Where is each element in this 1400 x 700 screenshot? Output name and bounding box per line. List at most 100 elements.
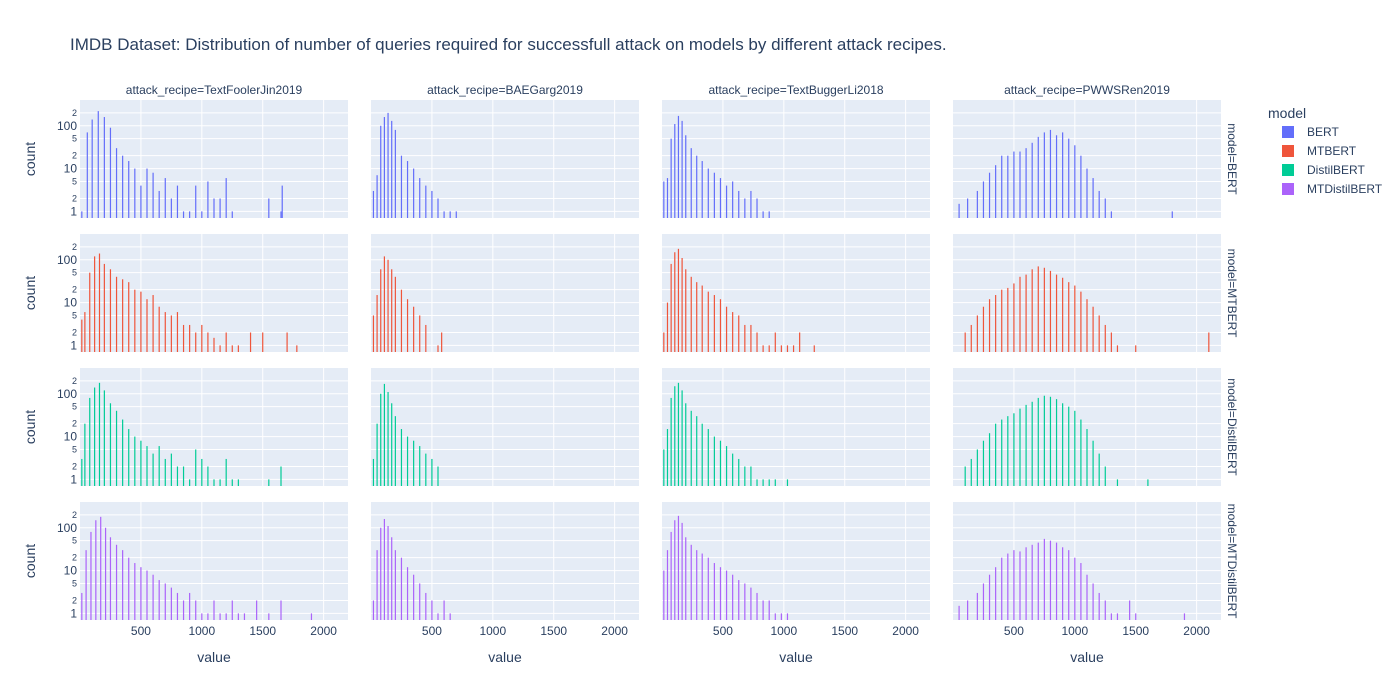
histogram-bar (1116, 345, 1119, 352)
histogram-bar (449, 613, 451, 620)
histogram-bar (189, 324, 191, 352)
histogram-bar (964, 466, 966, 486)
histogram-bar (391, 269, 393, 352)
histogram-bar (701, 423, 703, 486)
histogram-bar (140, 185, 142, 218)
x-tick-label: 1000 (770, 624, 797, 638)
histogram-bar (443, 211, 445, 218)
facet-panel-r1-c4: attack_recipe=PWWSRen2019 model=BERT (953, 83, 1239, 218)
histogram-bar (690, 276, 692, 352)
legend-item-mtbert[interactable]: MTBERT (1282, 144, 1357, 158)
y-minor-tick-label: 5 (72, 268, 77, 278)
histogram-bar (663, 570, 665, 620)
histogram-bar (94, 387, 96, 486)
histogram-bar (1013, 283, 1015, 352)
histogram-bar (231, 600, 233, 620)
histogram-bar (976, 592, 978, 620)
histogram-bar (140, 567, 142, 620)
y-tick-label: 100 (57, 253, 77, 267)
histogram-bar (685, 135, 687, 218)
histogram-bar (243, 613, 246, 620)
legend-swatch (1282, 145, 1294, 157)
histogram-bar (103, 117, 105, 218)
histogram-bar (104, 527, 107, 620)
histogram-bar (237, 345, 239, 352)
histogram-bar (182, 600, 185, 620)
histogram-bar (98, 382, 101, 486)
histogram-bar (176, 185, 179, 218)
histogram-bar (674, 252, 676, 352)
histogram-bar (170, 315, 172, 352)
histogram-bar (666, 550, 669, 620)
x-tick-label: 1500 (249, 624, 276, 638)
histogram-bar (1098, 592, 1100, 620)
histogram-bar (380, 269, 382, 352)
histogram-bar (394, 416, 396, 486)
x-tick-label: 1500 (1122, 624, 1149, 638)
histogram-bar (134, 563, 136, 620)
histogram-bar (744, 466, 746, 486)
histogram-bar (207, 332, 209, 352)
histogram-bar (182, 211, 185, 218)
histogram-bar (100, 516, 102, 620)
histogram-bar (231, 211, 233, 218)
histogram-bar (383, 256, 385, 352)
histogram-bar (768, 345, 770, 352)
panel-background (80, 234, 348, 352)
legend-item-bert[interactable]: BERT (1282, 125, 1339, 139)
histogram-bar (1043, 538, 1045, 620)
histogram-bar (1037, 542, 1039, 620)
histogram-bar (696, 155, 698, 218)
legend-item-mtdistilbert[interactable]: MTDistilBERT (1282, 182, 1383, 196)
x-tick-label: 2000 (892, 624, 919, 638)
facet-panel-r1-c3: attack_recipe=TextBuggerLi2018 (662, 83, 930, 218)
histogram-bar (1062, 277, 1064, 352)
histogram-bar (128, 282, 130, 352)
legend-item-distilbert[interactable]: DistilBERT (1282, 163, 1365, 177)
histogram-bar (380, 125, 382, 218)
histogram-bar (719, 567, 722, 620)
histogram-bar (1074, 557, 1076, 620)
histogram-bar (164, 458, 166, 486)
histogram-bar (207, 466, 209, 486)
histogram-bar (1129, 600, 1131, 620)
histogram-bar (391, 403, 393, 486)
histogram-bar (449, 211, 451, 218)
histogram-bar (391, 120, 393, 218)
histogram-bar (1080, 563, 1082, 620)
histogram-bar (713, 563, 715, 620)
histogram-bar (1104, 198, 1106, 218)
histogram-bar (976, 449, 978, 486)
histogram-bar (674, 520, 676, 620)
histogram-bar (982, 583, 985, 620)
x-tick-label: 1000 (479, 624, 506, 638)
histogram-bar (195, 449, 197, 486)
histogram-bar (182, 324, 185, 352)
y-axis-title: count (22, 276, 38, 310)
facet-panel-r2-c2 (371, 234, 639, 352)
histogram-bar (1098, 190, 1100, 218)
histogram-bar (1019, 551, 1021, 620)
histogram-bar (1043, 132, 1045, 218)
facet-panel-r3-c2 (371, 368, 639, 486)
histogram-bar (713, 295, 715, 352)
histogram-bar (437, 466, 439, 486)
histogram-bar (189, 479, 191, 486)
y-minor-tick-label: 2 (72, 376, 77, 386)
column-facet-label: attack_recipe=TextFoolerJin2019 (126, 83, 303, 97)
histogram-bar (158, 190, 160, 218)
y-minor-tick-label: 5 (72, 134, 77, 144)
histogram-bar (213, 337, 215, 352)
histogram-bar (115, 410, 118, 486)
histogram-bar (995, 165, 997, 218)
histogram-bar (690, 148, 692, 218)
histogram-bar (201, 324, 203, 352)
histogram-bar (732, 312, 734, 352)
histogram-bar (122, 419, 124, 486)
y-tick-label: 10 (64, 162, 78, 176)
histogram-bar (799, 332, 801, 352)
histogram-bar (762, 600, 764, 620)
histogram-bar (286, 332, 288, 352)
legend-swatch (1282, 183, 1294, 195)
